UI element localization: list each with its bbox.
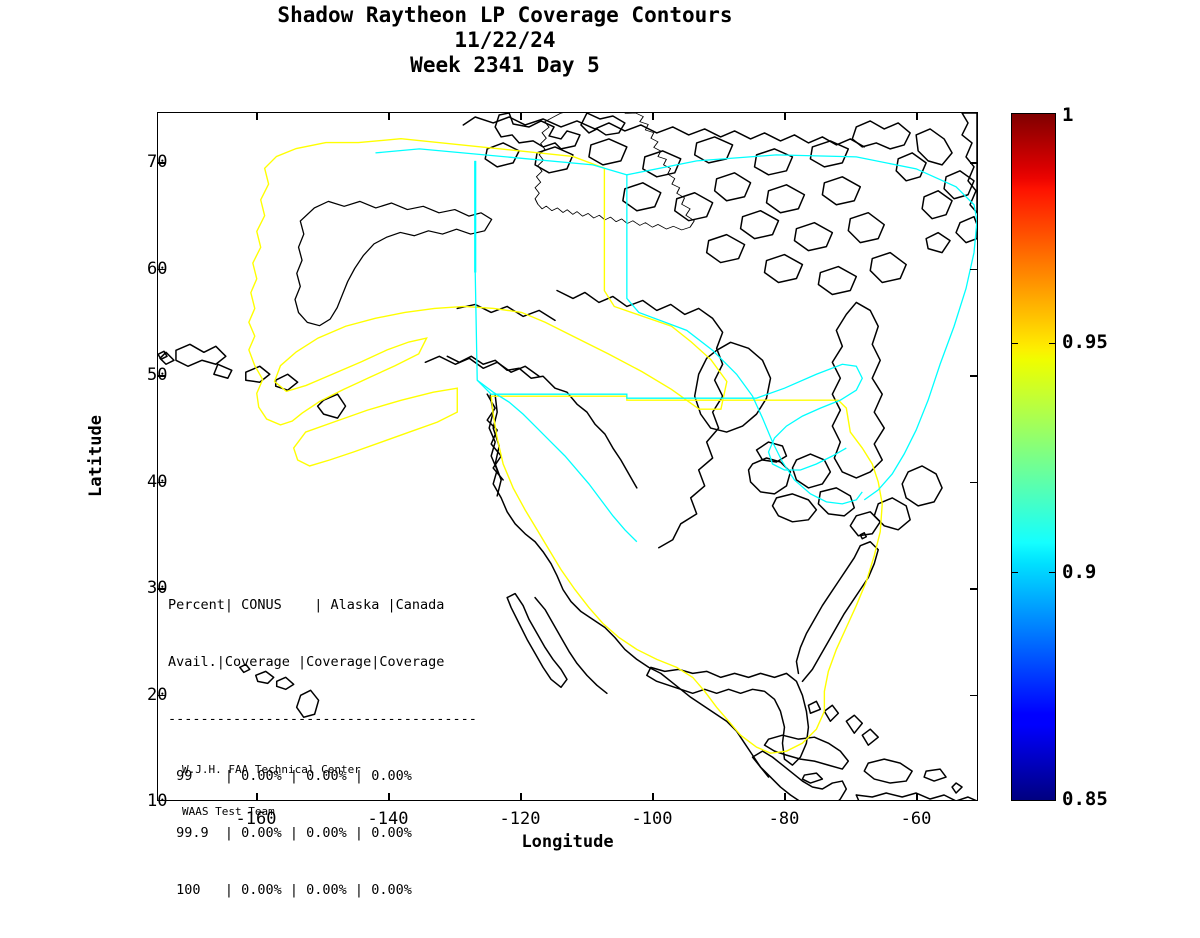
x-tick-bottom bbox=[784, 793, 786, 800]
y-tick-left bbox=[158, 588, 165, 590]
figure-title: Shadow Raytheon LP Coverage Contours 11/… bbox=[0, 3, 1010, 78]
x-axis-label: Longitude bbox=[521, 832, 614, 852]
x-tick-bottom bbox=[388, 793, 390, 800]
coastline-paths bbox=[158, 113, 977, 800]
y-tick-right bbox=[970, 162, 977, 164]
x-tick-bottom bbox=[916, 793, 918, 800]
x-tick-top bbox=[916, 113, 918, 120]
y-tick-left bbox=[158, 162, 165, 164]
map-graphic bbox=[158, 113, 977, 800]
alaska-region-boundary bbox=[248, 137, 728, 467]
y-tick-left bbox=[158, 694, 165, 697]
y-axis-label: Latitude bbox=[86, 415, 106, 497]
y-tick-right bbox=[970, 375, 977, 377]
x-tick-bottom bbox=[256, 793, 258, 800]
y-tick-right bbox=[970, 588, 977, 590]
credit-line-2: WAAS Test Team bbox=[182, 805, 275, 818]
x-tick-label: -120 bbox=[499, 809, 541, 829]
credit-line-1: W.J.H. FAA Technical Center bbox=[182, 763, 361, 776]
colorbar-tick-label: 0.9 bbox=[1062, 560, 1097, 583]
stats-row-100: 100 | 0.00% | 0.00% | 0.00% bbox=[168, 882, 412, 898]
colorbar-min-label: 0.85 bbox=[1062, 788, 1108, 810]
x-tick-label: -140 bbox=[367, 809, 409, 829]
credit-text: W.J.H. FAA Technical Center WAAS Test Te… bbox=[182, 735, 361, 847]
colorbar-tick bbox=[1012, 342, 1018, 345]
x-tick-label: -80 bbox=[768, 809, 800, 829]
colorbar-tick bbox=[1049, 342, 1055, 345]
y-tick-right bbox=[970, 694, 977, 697]
y-tick-right bbox=[970, 268, 977, 271]
y-tick-left bbox=[158, 268, 165, 271]
stats-header-row-2: Avail.|Coverage |Coverage|Coverage bbox=[168, 654, 445, 670]
map-plot-area bbox=[157, 112, 978, 801]
x-tick-label: -160 bbox=[235, 809, 277, 829]
x-tick-bottom bbox=[652, 793, 654, 800]
x-tick-top bbox=[520, 113, 522, 120]
y-tick-left bbox=[158, 481, 165, 484]
stats-header-rule: -------------------------------------- bbox=[168, 711, 477, 727]
canada-region-boundary bbox=[375, 148, 977, 543]
colorbar-tick-label: 0.95 bbox=[1062, 331, 1108, 354]
colorbar-max-label: 1 bbox=[1062, 104, 1074, 126]
colorbar-gradient bbox=[1012, 114, 1055, 800]
colorbar bbox=[1011, 113, 1056, 801]
x-tick-bottom bbox=[520, 793, 522, 800]
stats-row-99: 99 | 0.00% | 0.00% | 0.00% bbox=[168, 768, 412, 784]
stats-row-99-9: 99.9 | 0.00% | 0.00% | 0.00% bbox=[168, 825, 412, 841]
title-line-1: Shadow Raytheon LP Coverage Contours bbox=[277, 3, 733, 27]
x-tick-top bbox=[256, 113, 258, 120]
x-tick-label: -60 bbox=[900, 809, 932, 829]
x-tick-label: -100 bbox=[631, 809, 673, 829]
coverage-stats-table: Percent| CONUS | Alaska |Canada Avail.|C… bbox=[168, 558, 477, 938]
title-line-2: 11/22/24 bbox=[454, 28, 556, 52]
x-tick-top bbox=[784, 113, 786, 120]
stats-header-row-1: Percent| CONUS | Alaska |Canada bbox=[168, 597, 445, 613]
x-tick-top bbox=[652, 113, 654, 120]
y-tick-left bbox=[158, 375, 165, 377]
conus-region-boundary bbox=[490, 395, 883, 754]
figure-canvas: Shadow Raytheon LP Coverage Contours 11/… bbox=[0, 3, 1108, 898]
x-tick-top bbox=[388, 113, 390, 120]
title-line-3: Week 2341 Day 5 bbox=[410, 53, 600, 77]
colorbar-tick bbox=[1049, 571, 1055, 574]
y-tick-right bbox=[970, 481, 977, 484]
colorbar-tick bbox=[1012, 571, 1018, 574]
